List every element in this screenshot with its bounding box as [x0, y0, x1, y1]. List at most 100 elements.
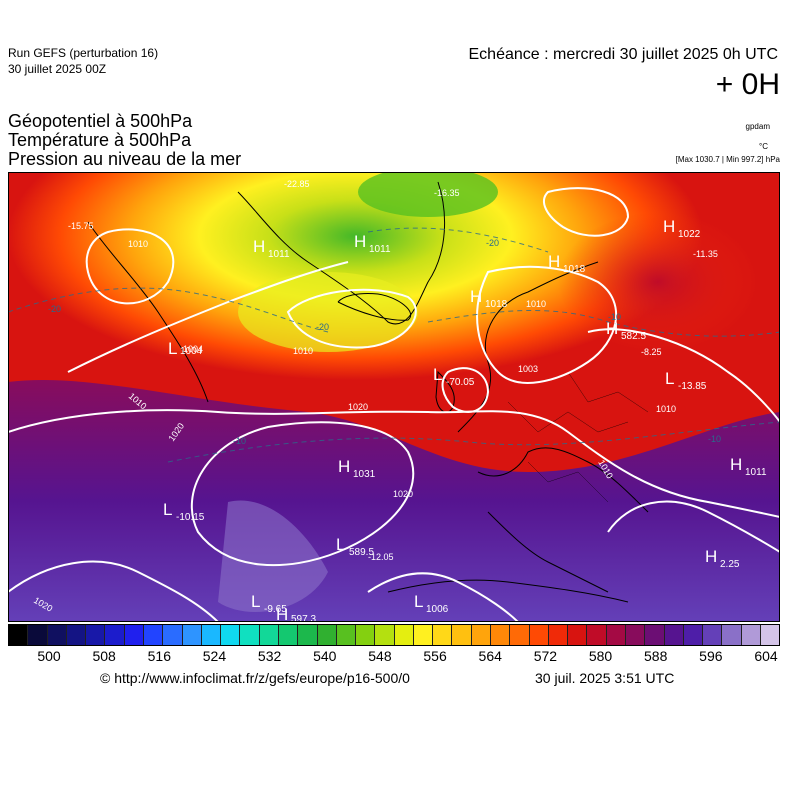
colorbar-cell — [298, 625, 318, 645]
isobar-label: 1003 — [518, 364, 538, 374]
colorbar-cell — [278, 625, 299, 645]
temperature-label: -16.35 — [434, 188, 460, 198]
center-l-1004-marker: L — [168, 339, 177, 358]
colorbar-label: 540 — [313, 648, 337, 664]
colorbar-cell — [240, 625, 260, 645]
colorbar-label: 572 — [533, 648, 558, 664]
colorbar-label: 564 — [478, 648, 502, 664]
temperature-label: -20 — [48, 304, 61, 314]
colorbar-cell — [587, 625, 607, 645]
colorbar-cell — [568, 625, 588, 645]
center-h-225-marker: H — [705, 547, 717, 566]
colorbar-cell — [375, 625, 395, 645]
colorbar-label: 548 — [368, 648, 392, 664]
colorbar-cell — [163, 625, 183, 645]
colorbar-cell — [741, 625, 761, 645]
center-h-1011b-marker: H — [354, 232, 366, 251]
center-l-7005-marker: L — [433, 365, 442, 384]
fill-east-low — [558, 212, 758, 352]
center-l-1385-marker: L — [665, 369, 674, 388]
center-h-1018b-value: 1018 — [485, 299, 508, 310]
colorbar-cell — [703, 625, 723, 645]
lead-time: + 0H — [715, 68, 780, 101]
colorbar-cell — [664, 625, 684, 645]
colorbar-cell — [336, 625, 357, 645]
center-h-5825-marker: H — [606, 319, 618, 338]
center-l-1006-value: 1006 — [426, 604, 449, 615]
isobar-label: 1020 — [348, 402, 368, 412]
center-l-1004-value: 1004 — [180, 346, 203, 357]
unit-geopotential: gpdam — [745, 122, 770, 131]
center-h-1011a-marker: H — [253, 237, 265, 256]
fill-greenland — [238, 272, 418, 352]
colorbar-cell — [201, 625, 222, 645]
colorbar-cell — [413, 625, 434, 645]
colorbar-cell — [452, 625, 472, 645]
isotherms — [8, 227, 780, 463]
center-h-1011a-value: 1011 — [268, 249, 290, 260]
colorbar-cell — [433, 625, 453, 645]
colorbar-cell — [124, 625, 144, 645]
isobar-label: 1004 — [183, 344, 203, 354]
weather-map: H 1031 H 1018 H 1018 H 1011 H 1011 H 102… — [8, 172, 780, 622]
center-h-1031-marker: H — [338, 457, 350, 476]
center-l-1015-marker: L — [163, 500, 172, 519]
temperature-label: -10 — [708, 434, 721, 444]
temperature-label: -20 — [486, 238, 499, 248]
isobars — [8, 187, 780, 622]
center-l-1385-value: -13.85 — [678, 381, 707, 392]
center-l-1015-value: -10.15 — [176, 512, 205, 523]
center-h-1022-marker: H — [663, 217, 675, 236]
valid-time: Echéance : mercredi 30 juillet 2025 0h U… — [468, 46, 779, 63]
colorbar-cell — [548, 625, 569, 645]
colorbar-cell — [529, 625, 549, 645]
colorbar-cell — [143, 625, 164, 645]
colorbar-label: 532 — [257, 648, 282, 664]
temperature-label: -15.75 — [68, 221, 94, 231]
param-geopotential: Géopotentiel à 500hPa — [8, 111, 193, 131]
colorbar-label: 556 — [423, 648, 447, 664]
center-h-1018b-marker: H — [470, 287, 482, 306]
center-h-1011b-value: 1011 — [369, 244, 391, 255]
center-h-5973-value: 597.3 — [291, 614, 316, 622]
coastlines — [87, 181, 649, 603]
center-h-1011c-value: 1011 — [745, 467, 767, 478]
map-frame — [8, 172, 780, 622]
run-date: 30 juillet 2025 00Z — [8, 62, 107, 76]
colorbar-cell — [606, 625, 626, 645]
center-h-225-value: 2.25 — [720, 559, 740, 570]
unit-temperature: °C — [759, 142, 768, 151]
temperature-label: -12.05 — [368, 552, 394, 562]
temperature-label: -22.85 — [284, 179, 310, 189]
colorbar-cell — [645, 625, 665, 645]
colorbar-cell — [760, 625, 780, 645]
colorbar-label: 500 — [37, 648, 61, 664]
center-h-1011c-marker: H — [730, 455, 742, 474]
center-l-5895-marker: L — [336, 535, 345, 554]
fill-south — [8, 379, 780, 622]
colorbar-cell — [182, 625, 202, 645]
colorbar-cell — [86, 625, 106, 645]
center-h-1022-value: 1022 — [678, 229, 701, 240]
colorbar-label: 596 — [699, 648, 723, 664]
center-h-1031-value: 1031 — [353, 469, 376, 480]
fill-arctic — [358, 172, 498, 217]
isobar-label: 1010 — [128, 239, 148, 249]
center-l-965-marker: L — [251, 592, 260, 611]
pressure-minmax: [Max 1030.7 | Min 997.2] hPa — [675, 155, 780, 164]
run-title: Run GEFS (perturbation 16) — [8, 46, 159, 60]
isobar-label: 1010 — [656, 404, 676, 414]
generated-date: 30 juil. 2025 3:51 UTC — [535, 670, 675, 686]
colorbar-cell — [221, 625, 241, 645]
center-l-5895-value: 589.5 — [349, 547, 374, 558]
credit-link[interactable]: © http://www.infoclimat.fr/z/gefs/europe… — [100, 670, 410, 686]
temperature-label: -10 — [233, 436, 246, 446]
colorbar-cell — [356, 625, 376, 645]
temperature-label: -20 — [316, 322, 329, 332]
temperature-label: -8.25 — [641, 347, 662, 357]
temperature-label: -10 — [608, 312, 621, 322]
borders — [507, 371, 649, 503]
colorbar-cell — [28, 625, 48, 645]
center-l-7005-value: -70.05 — [446, 377, 475, 388]
colorbar-label: 516 — [147, 648, 171, 664]
